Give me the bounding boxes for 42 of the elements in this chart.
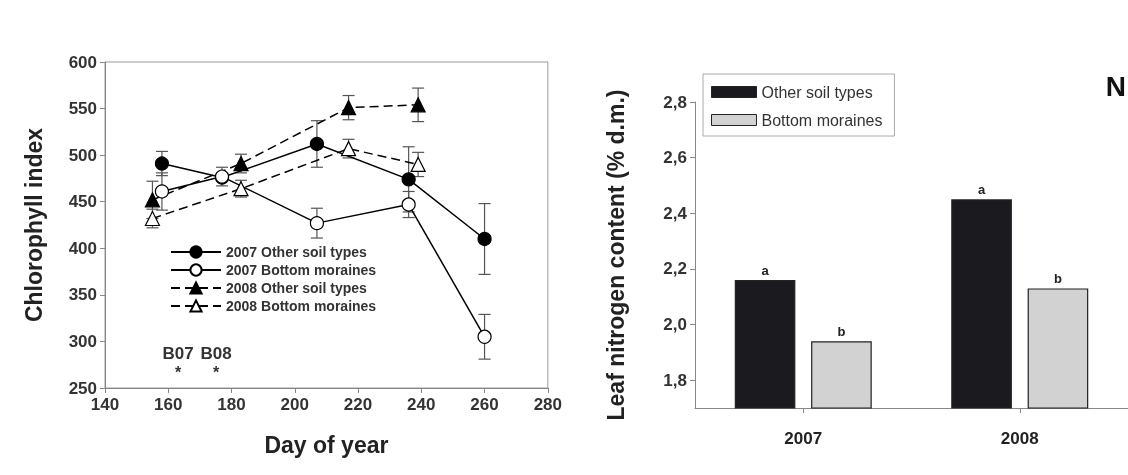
x-tick-label: 260 [470,395,499,414]
y-tick-label: 300 [68,331,97,351]
data-label: a [977,182,986,198]
x-axis-title: Day of year [264,431,389,458]
legend-label: Bottom moraines [761,111,883,129]
y-tick-label: 600 [68,52,97,72]
x-tick-label: 2008 [1000,429,1039,448]
x-tick-label: 240 [407,395,436,414]
legend-label: 2007 Other soil types [226,244,368,260]
annotation: B07 [162,344,194,363]
data-label: a [761,263,770,279]
y-tick-label: 400 [68,238,97,258]
legend-label: Other soil types [761,83,873,101]
x-tick-label: 280 [533,395,563,414]
y-tick-label: 2,2 [663,259,687,279]
y-tick-label: 2,8 [663,92,687,112]
legend-label: 2008 Other soil types [226,280,368,296]
y-tick-label: 350 [68,285,97,305]
y-axis-title: Leaf nitrogen content (% d.m.) [602,89,629,421]
annotation: * [174,363,182,381]
y-tick-label: 2,6 [663,148,687,168]
annotation: * [212,363,220,381]
data-label: b [837,324,846,340]
text: N [1105,70,1127,102]
annotation: B08 [200,344,232,363]
y-tick-label: 2,0 [663,315,687,335]
x-tick-label: 2007 [784,429,823,448]
x-tick-label: 180 [217,395,246,414]
x-tick-label: 140 [90,395,120,414]
x-tick-label: 220 [343,395,373,414]
y-axis-title: Chlorophyll index [20,127,47,323]
y-tick-label: 550 [68,99,97,119]
y-tick-label: 250 [68,378,97,398]
legend-label: 2008 Bottom moraines [226,298,377,314]
x-tick-label: 160 [154,395,183,414]
legend-label: 2007 Bottom moraines [226,262,377,278]
y-tick-label: 450 [68,192,97,212]
y-tick-label: 500 [68,145,97,165]
data-label: b [1053,271,1062,287]
y-tick-label: 2,4 [663,203,688,223]
x-tick-label: 200 [280,395,309,414]
y-tick-label: 1,8 [663,370,687,390]
